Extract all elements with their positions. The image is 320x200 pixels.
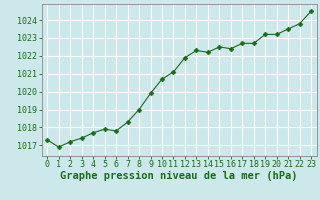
X-axis label: Graphe pression niveau de la mer (hPa): Graphe pression niveau de la mer (hPa): [60, 171, 298, 181]
